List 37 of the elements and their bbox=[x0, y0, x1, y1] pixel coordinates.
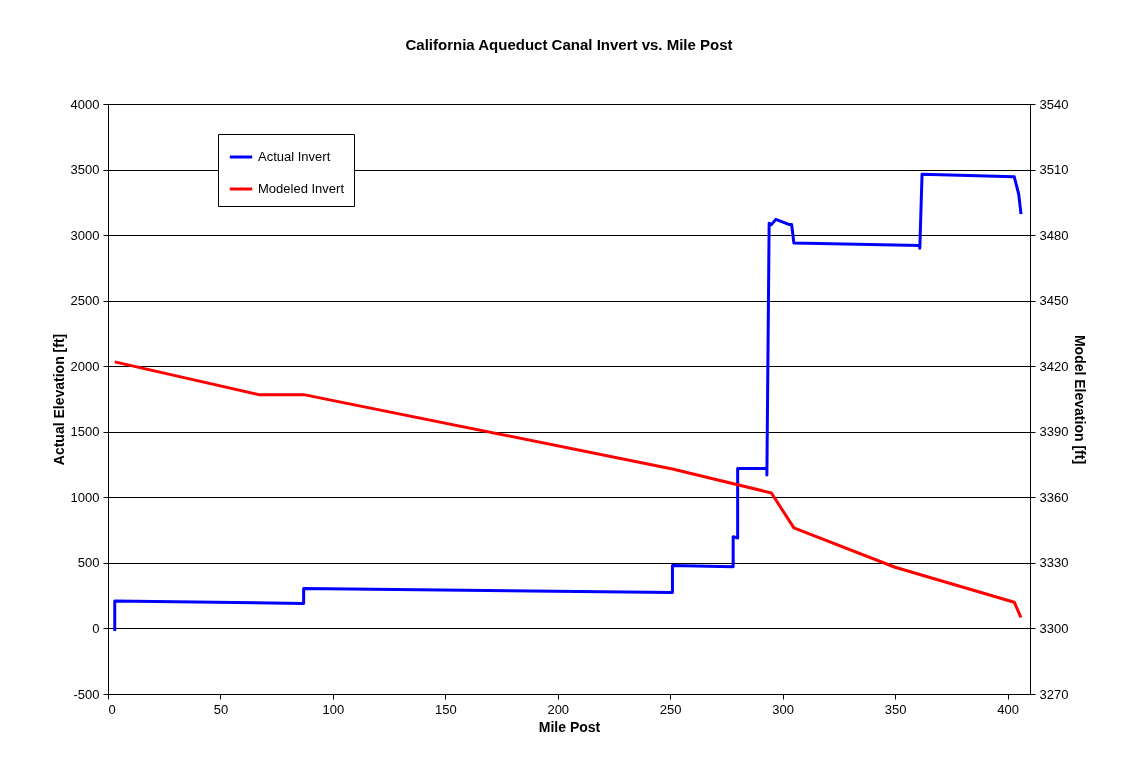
y2-tick-label: 3450 bbox=[1039, 293, 1069, 309]
y-tick-label: 4000 bbox=[70, 96, 100, 112]
y2-tick-label: 3270 bbox=[1039, 686, 1069, 702]
x-tick-label: 50 bbox=[213, 701, 229, 717]
legend-label: Modeled Invert bbox=[258, 181, 345, 196]
y2-tick-label: 3540 bbox=[1039, 96, 1069, 112]
x-tick-label: 350 bbox=[884, 701, 907, 717]
line-series bbox=[113, 172, 1023, 633]
y2-tick-label: 3480 bbox=[1039, 227, 1069, 243]
y2-tick-label: 3330 bbox=[1039, 555, 1069, 571]
y2-tick-label: 3420 bbox=[1039, 358, 1069, 374]
y2-tick-label: 3360 bbox=[1039, 489, 1069, 505]
x-tick-label: 200 bbox=[547, 701, 570, 717]
legend-label: Actual Invert bbox=[258, 149, 331, 164]
y-tick-label: 500 bbox=[77, 555, 100, 571]
y2-tick-label: 3510 bbox=[1039, 162, 1069, 178]
y-tick-label: 2000 bbox=[70, 358, 100, 374]
y2-tick-label: 3390 bbox=[1039, 424, 1069, 440]
y-tick-label: 1500 bbox=[70, 424, 100, 440]
y-tick-label: 3000 bbox=[70, 227, 100, 243]
line-series bbox=[113, 360, 1023, 620]
y-tick-label: -500 bbox=[73, 686, 100, 702]
chart-title: California Aqueduct Canal Invert vs. Mile Post bbox=[405, 36, 733, 53]
y-axis-title: Actual Elevation [ft] bbox=[50, 333, 67, 466]
x-tick-label: 400 bbox=[997, 701, 1019, 717]
x-tick-label: 250 bbox=[659, 701, 682, 717]
x-axis-title: Mile Post bbox=[538, 718, 601, 735]
y-tick-label: 3500 bbox=[70, 162, 100, 178]
y-tick-label: 2500 bbox=[70, 293, 100, 309]
y2-tick-label: 3300 bbox=[1039, 620, 1069, 636]
x-tick-label: 0 bbox=[108, 701, 116, 717]
y-tick-label: 0 bbox=[92, 620, 100, 636]
x-tick-label: 100 bbox=[322, 701, 345, 717]
x-tick-label: 150 bbox=[434, 701, 457, 717]
x-tick-label: 300 bbox=[772, 701, 794, 717]
y2-axis-title: Model Elevation [ft] bbox=[1072, 334, 1089, 465]
y-tick-label: 1000 bbox=[70, 489, 100, 505]
